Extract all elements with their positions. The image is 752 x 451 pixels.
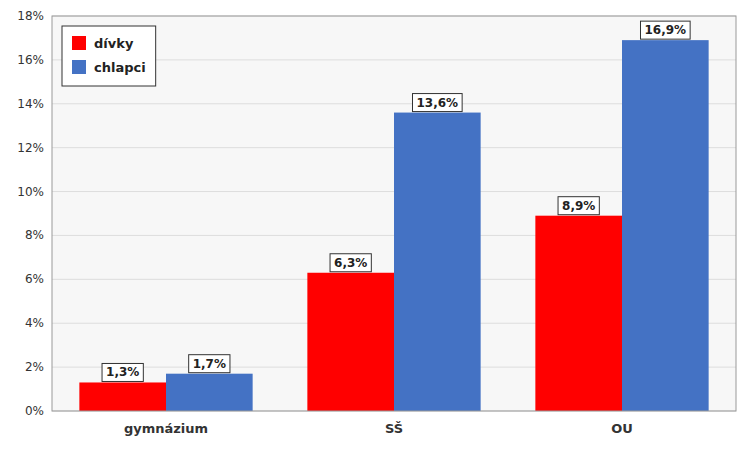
data-label-box: [640, 21, 690, 39]
y-tick-label: 0%: [25, 404, 44, 418]
x-tick-label: gymnázium: [124, 421, 208, 436]
y-tick-label: 12%: [17, 141, 44, 155]
legend-label: chlapci: [94, 60, 146, 75]
legend-label: dívky: [94, 36, 134, 51]
bar: [394, 113, 481, 411]
y-tick-label: 10%: [17, 185, 44, 199]
y-tick-label: 18%: [17, 9, 44, 23]
data-label-box: [330, 254, 371, 272]
bar: [166, 374, 253, 411]
legend-swatch: [72, 60, 86, 74]
data-label-box: [412, 94, 462, 112]
plot-frame: [52, 16, 736, 411]
chart-svg: 0% 2% 4% 6% 8% 10% 12% 14% 16% 18% 1,3% 6,3% 8,9% 1,7…: [0, 0, 752, 451]
legend-swatch: [72, 36, 86, 50]
data-label: 6,3%: [334, 256, 367, 270]
data-labels: 1,3% 6,3% 8,9% 1,7% 13,6% 16,9%: [102, 21, 690, 381]
y-tick-label: 6%: [25, 272, 44, 286]
chart-container: 0% 2% 4% 6% 8% 10% 12% 14% 16% 18% 1,3% 6,3% 8,9% 1,7…: [0, 0, 752, 451]
bar: [79, 382, 166, 411]
y-tick-label: 14%: [17, 97, 44, 111]
x-tick-label: SŠ: [385, 421, 403, 436]
y-tick-label: 4%: [25, 316, 44, 330]
legend-box: [62, 26, 156, 86]
bar: [307, 273, 394, 411]
data-label: 8,9%: [562, 199, 595, 213]
data-label-box: [558, 197, 599, 215]
data-label: 1,7%: [193, 357, 226, 371]
bars: [79, 40, 708, 411]
x-tick-label: OU: [611, 421, 633, 436]
bar: [622, 40, 709, 411]
y-tick-label: 2%: [25, 360, 44, 374]
grid: [52, 16, 736, 411]
data-label-box: [189, 355, 230, 373]
data-label: 16,9%: [644, 23, 686, 37]
data-label: 1,3%: [106, 365, 139, 379]
y-tick-label: 16%: [17, 53, 44, 67]
plot-background: [52, 16, 736, 411]
legend: dívky chlapci: [62, 26, 156, 86]
y-tick-label: 8%: [25, 228, 44, 242]
data-label: 13,6%: [416, 96, 458, 110]
bar: [535, 216, 622, 411]
data-label-box: [102, 363, 143, 381]
